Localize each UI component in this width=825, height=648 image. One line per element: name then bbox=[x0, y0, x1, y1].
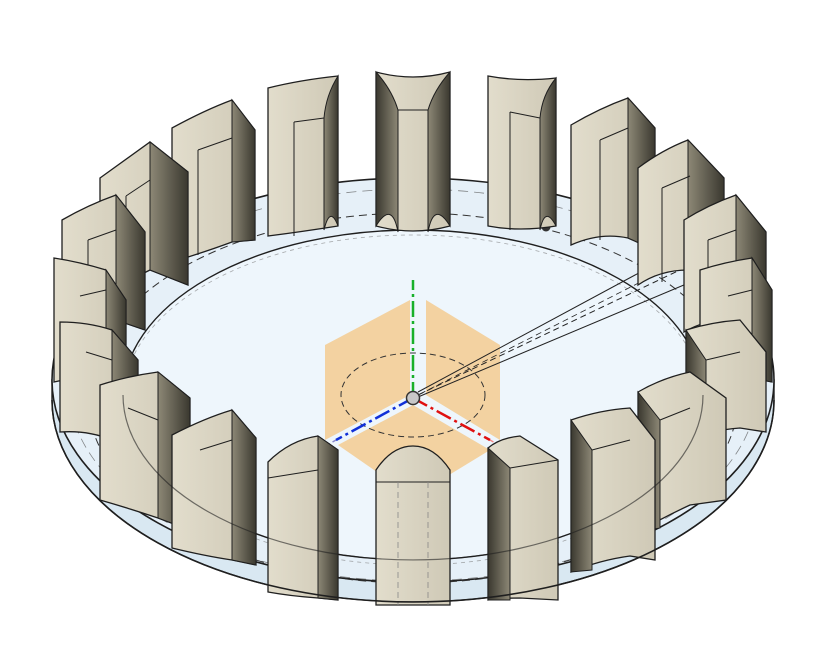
blade[interactable] bbox=[267, 435, 339, 601]
blade[interactable] bbox=[375, 445, 451, 606]
blade[interactable] bbox=[487, 435, 559, 601]
sketch-line bbox=[419, 261, 681, 395]
origin-plane-yz[interactable] bbox=[426, 300, 500, 440]
origin-point-icon[interactable] bbox=[405, 390, 421, 406]
z-axis[interactable] bbox=[335, 396, 414, 442]
origin-circle bbox=[340, 352, 486, 438]
inner-front-edge bbox=[122, 394, 704, 561]
sketch-line bbox=[417, 257, 706, 396]
blade[interactable] bbox=[570, 407, 656, 573]
blade[interactable] bbox=[487, 75, 557, 231]
disc-front-edge bbox=[51, 399, 775, 603]
sketch-line bbox=[417, 273, 711, 398]
blade[interactable] bbox=[267, 74, 339, 237]
origin-plane-xy[interactable] bbox=[325, 300, 410, 440]
x-axis[interactable] bbox=[412, 396, 491, 442]
blade-pattern[interactable] bbox=[53, 70, 773, 606]
blade[interactable] bbox=[171, 408, 257, 566]
blade[interactable] bbox=[375, 70, 451, 233]
blade[interactable] bbox=[171, 98, 256, 263]
